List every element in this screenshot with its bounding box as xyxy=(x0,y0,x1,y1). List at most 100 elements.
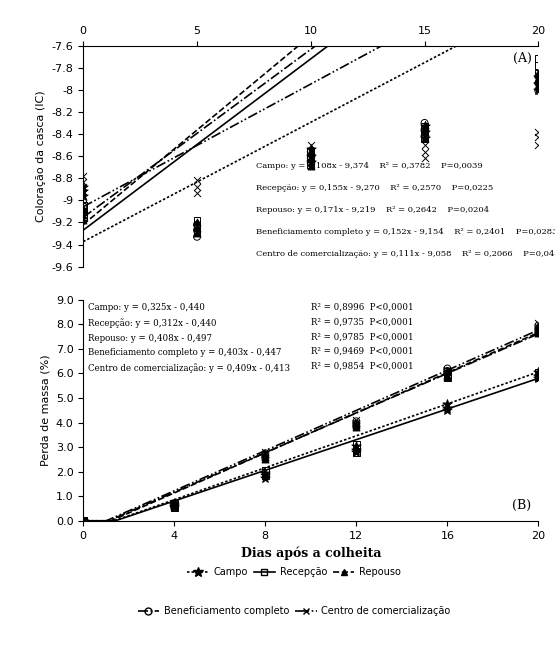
Point xyxy=(352,447,361,457)
Point xyxy=(443,367,452,378)
Point xyxy=(534,372,543,382)
Point xyxy=(79,516,88,526)
Point xyxy=(193,221,201,231)
Point xyxy=(170,500,179,510)
Point xyxy=(534,320,543,331)
Point xyxy=(443,366,452,376)
Point xyxy=(534,320,543,331)
Point xyxy=(79,204,88,214)
Text: Campo: y = 0,108x - 9,374    R² = 0,3782    P=0,0039

Recepção: y = 0,155x - 9,2: Campo: y = 0,108x - 9,374 R² = 0,3782 P=… xyxy=(256,161,555,258)
Point xyxy=(534,322,543,333)
Point xyxy=(420,126,429,137)
Point xyxy=(79,182,88,192)
Point xyxy=(261,465,270,476)
Point xyxy=(534,318,543,328)
Point xyxy=(534,140,543,150)
Point xyxy=(420,140,429,150)
Point xyxy=(443,372,452,382)
Point xyxy=(306,146,315,157)
Point xyxy=(79,206,88,217)
Point xyxy=(79,516,88,526)
Point xyxy=(306,152,315,162)
Point xyxy=(170,498,179,508)
Point xyxy=(534,132,543,143)
Point xyxy=(352,447,361,457)
Point xyxy=(420,121,429,132)
Point xyxy=(352,419,361,429)
Point xyxy=(170,502,179,512)
Point xyxy=(79,195,88,206)
Point xyxy=(534,78,543,89)
Point xyxy=(261,467,270,478)
Point xyxy=(534,324,543,335)
Point xyxy=(79,191,88,201)
Point xyxy=(420,126,429,137)
Point xyxy=(79,516,88,526)
Point xyxy=(261,454,270,465)
Y-axis label: Perda de massa (%): Perda de massa (%) xyxy=(40,354,50,466)
Point xyxy=(420,133,429,144)
Point xyxy=(79,212,88,222)
Point xyxy=(170,501,179,511)
Point xyxy=(79,176,88,187)
Point xyxy=(534,367,543,378)
Point xyxy=(79,516,88,526)
Point xyxy=(306,145,315,155)
Point xyxy=(420,133,429,144)
Point xyxy=(79,516,88,526)
Point xyxy=(443,365,452,375)
Legend: Campo, Recepção, Repouso: Campo, Recepção, Repouso xyxy=(183,563,405,581)
Point xyxy=(443,363,452,374)
Point xyxy=(352,443,361,454)
Point xyxy=(534,72,543,82)
Point xyxy=(79,516,88,526)
Point xyxy=(306,159,315,170)
Point xyxy=(352,415,361,425)
Point xyxy=(170,498,179,508)
Point xyxy=(443,399,452,409)
Point xyxy=(352,420,361,430)
Point xyxy=(170,499,179,509)
Point xyxy=(534,367,543,378)
Point xyxy=(193,187,201,198)
Point xyxy=(443,370,452,380)
Point xyxy=(261,467,270,478)
Point xyxy=(352,422,361,433)
Point xyxy=(534,324,543,334)
Point xyxy=(79,516,88,526)
Point xyxy=(352,441,361,451)
Point xyxy=(352,416,361,426)
Point xyxy=(420,146,429,157)
Point xyxy=(79,516,88,526)
Point xyxy=(420,121,429,132)
Point xyxy=(534,327,543,337)
Point xyxy=(170,497,179,507)
Point xyxy=(79,516,88,526)
Point xyxy=(352,439,361,450)
Point xyxy=(261,449,270,460)
Point xyxy=(193,226,201,236)
Point xyxy=(193,175,201,186)
Point xyxy=(306,154,315,165)
Point xyxy=(79,210,88,220)
Point xyxy=(420,124,429,135)
Point xyxy=(79,171,88,181)
Point xyxy=(261,470,270,480)
Point xyxy=(79,201,88,211)
Point xyxy=(306,152,315,162)
Point xyxy=(170,499,179,509)
Text: Campo: y = 0,325x - 0,440
Recepção: y = 0,312x - 0,440
Repouso: y = 0,408x - 0,4: Campo: y = 0,325x - 0,440 Recepção: y = … xyxy=(88,303,290,373)
Point xyxy=(443,370,452,380)
Text: R² = 0,8996  P<0,0001
R² = 0,9735  P<0,0001
R² = 0,9785  P<0,0001
R² = 0,9469  P: R² = 0,8996 P<0,0001 R² = 0,9735 P<0,000… xyxy=(311,303,413,370)
Point xyxy=(534,327,543,338)
Point xyxy=(420,126,429,137)
Point xyxy=(443,368,452,379)
Point xyxy=(534,126,543,137)
Point xyxy=(443,366,452,376)
Point xyxy=(193,225,201,236)
Point xyxy=(193,232,201,242)
Point xyxy=(170,501,179,511)
Point xyxy=(306,153,315,163)
Point xyxy=(420,153,429,163)
Point xyxy=(261,447,270,457)
